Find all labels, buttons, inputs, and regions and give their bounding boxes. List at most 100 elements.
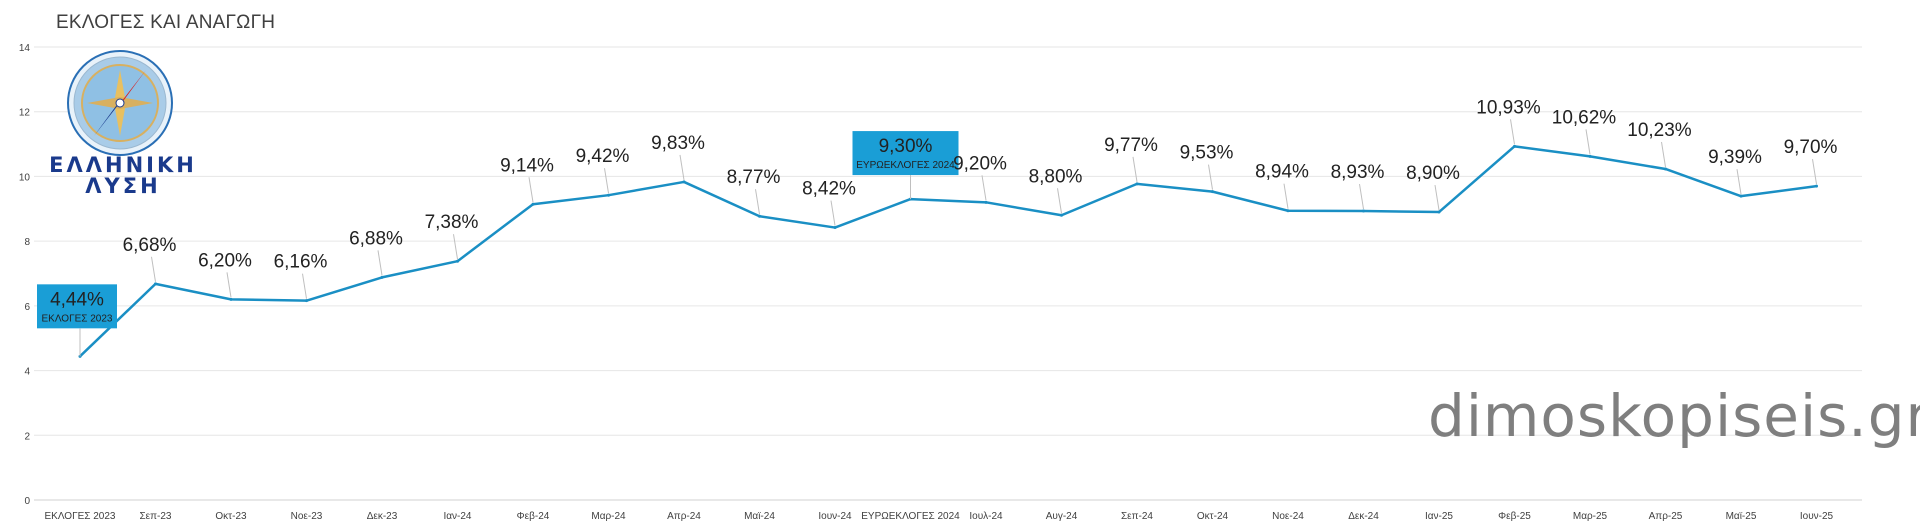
leader-line bbox=[302, 273, 307, 299]
data-label: 6,20% bbox=[198, 250, 252, 271]
data-label: 8,80% bbox=[1029, 166, 1083, 187]
leader-line bbox=[528, 177, 534, 203]
x-tick-label: ΕΚΛΟΓΕΣ 2023 bbox=[45, 511, 116, 522]
x-tick-label: Νοε-24 bbox=[1272, 511, 1304, 522]
data-point bbox=[1437, 210, 1441, 214]
data-label: 9,30% bbox=[879, 136, 933, 157]
x-tick-label: Φεβ-25 bbox=[1498, 511, 1531, 522]
data-label: 7,38% bbox=[425, 212, 479, 233]
data-label: 9,14% bbox=[500, 155, 554, 176]
y-tick-label: 10 bbox=[19, 172, 31, 183]
data-label: 6,88% bbox=[349, 228, 403, 249]
x-tick-label: Μαρ-25 bbox=[1573, 511, 1608, 522]
data-label: 8,90% bbox=[1406, 163, 1460, 184]
x-tick-label: Μαρ-24 bbox=[591, 511, 626, 522]
leader-line bbox=[1057, 188, 1062, 214]
data-point bbox=[305, 299, 308, 303]
x-tick-label: Ιουλ-24 bbox=[969, 511, 1003, 522]
callout-box bbox=[852, 131, 959, 176]
leader-line bbox=[151, 256, 156, 282]
y-tick-label: 6 bbox=[24, 302, 30, 313]
data-label: 6,16% bbox=[274, 252, 328, 273]
data-point bbox=[531, 202, 535, 206]
logo-line-2: ΛΥΣΗ bbox=[85, 174, 161, 198]
data-point bbox=[1286, 209, 1290, 213]
leader-line bbox=[226, 272, 232, 298]
y-tick-label: 14 bbox=[19, 43, 31, 54]
series-line bbox=[79, 145, 1817, 358]
callout-sublabel: ΕΚΛΟΓΕΣ 2023 bbox=[42, 313, 113, 324]
data-point bbox=[1513, 144, 1516, 148]
leader-line bbox=[1736, 169, 1742, 195]
leader-line bbox=[755, 189, 760, 215]
x-tick-label: Μαϊ-24 bbox=[744, 511, 775, 522]
leader-line bbox=[1208, 164, 1213, 190]
leader-line bbox=[1359, 183, 1364, 210]
leader-line bbox=[604, 168, 609, 194]
leader-line bbox=[1510, 119, 1515, 145]
data-point bbox=[1588, 154, 1592, 158]
data-label: 9,53% bbox=[1180, 143, 1234, 164]
data-label: 8,93% bbox=[1331, 162, 1385, 183]
x-tick-label: Απρ-24 bbox=[667, 511, 701, 522]
x-tick-label: Ιουν-24 bbox=[818, 511, 852, 522]
data-label: 9,83% bbox=[651, 133, 705, 154]
leader-line bbox=[1434, 184, 1440, 211]
data-point bbox=[682, 180, 686, 184]
data-label: 9,70% bbox=[1784, 137, 1838, 158]
watermark: dimoskopiseis.gr bbox=[1428, 382, 1920, 450]
data-point bbox=[154, 282, 157, 286]
leader-line bbox=[981, 175, 987, 201]
x-tick-label: Μαϊ-25 bbox=[1726, 511, 1757, 522]
x-tick-label: Δεκ-24 bbox=[1348, 511, 1379, 522]
leader-line bbox=[1132, 156, 1138, 182]
data-point bbox=[1135, 182, 1139, 186]
data-label: 10,62% bbox=[1552, 107, 1617, 128]
data-point bbox=[380, 275, 384, 279]
x-tick-label: Νοε-23 bbox=[291, 511, 323, 522]
data-point bbox=[833, 226, 837, 230]
x-tick-label: ΕΥΡΩΕΚΛΟΓΕΣ 2024 bbox=[861, 511, 960, 522]
data-label: 10,23% bbox=[1627, 120, 1692, 141]
data-point bbox=[456, 259, 459, 263]
x-tick-label: Σεπ-24 bbox=[1121, 511, 1153, 522]
data-point bbox=[1362, 209, 1365, 213]
logo bbox=[48, 50, 198, 200]
chart-title: ΕΚΛΟΓΕΣ ΚΑΙ ΑΝΑΓΩΓΗ bbox=[56, 12, 276, 33]
x-tick-label: Ιαν-25 bbox=[1425, 511, 1453, 522]
data-point bbox=[1815, 184, 1818, 188]
leader-line bbox=[377, 250, 383, 276]
data-point bbox=[984, 200, 988, 204]
compass-icon bbox=[67, 50, 173, 156]
data-label: 9,77% bbox=[1104, 135, 1158, 156]
data-label: 9,42% bbox=[576, 146, 630, 167]
data-point bbox=[1739, 194, 1743, 198]
leader-line bbox=[1661, 141, 1666, 168]
data-label: 9,20% bbox=[953, 153, 1007, 174]
logo-text: ΕΛΛΗΝΙΚΗ ΛΥΣΗ bbox=[48, 155, 198, 197]
y-tick-label: 4 bbox=[24, 367, 30, 378]
y-tick-label: 0 bbox=[24, 496, 30, 507]
data-label: 8,94% bbox=[1255, 162, 1309, 183]
leader-line bbox=[1812, 159, 1817, 185]
leader-line bbox=[1283, 183, 1289, 209]
data-label: 10,93% bbox=[1476, 97, 1541, 118]
x-tick-label: Σεπ-23 bbox=[140, 511, 172, 522]
leader-line bbox=[453, 234, 458, 260]
leader-line bbox=[830, 200, 836, 226]
y-tick-label: 2 bbox=[24, 431, 30, 442]
data-point bbox=[229, 297, 233, 301]
logo-line-1: ΕΛΛΗΝΙΚΗ bbox=[49, 153, 197, 177]
data-label: 9,39% bbox=[1708, 147, 1762, 168]
x-tick-label: Φεβ-24 bbox=[517, 511, 550, 522]
x-tick-label: Αυγ-24 bbox=[1046, 511, 1078, 522]
data-point bbox=[1664, 167, 1667, 171]
x-tick-label: Οκτ-24 bbox=[1197, 511, 1229, 522]
y-tick-label: 8 bbox=[24, 237, 30, 248]
x-tick-label: Απρ-25 bbox=[1649, 511, 1683, 522]
data-point bbox=[607, 193, 610, 197]
y-tick-label: 12 bbox=[19, 108, 31, 119]
data-label: 8,77% bbox=[727, 167, 781, 188]
callout-sublabel: ΕΥΡΩΕΚΛΟΓΕΣ 2024 bbox=[856, 160, 955, 171]
